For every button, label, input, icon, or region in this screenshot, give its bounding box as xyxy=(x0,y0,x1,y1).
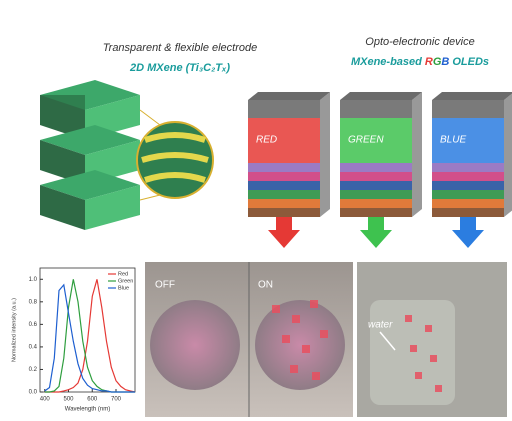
stack-top xyxy=(340,92,422,100)
right-title: Opto-electronic device xyxy=(365,36,474,48)
subtitle-part: MXene-based xyxy=(351,56,422,68)
spectrum-chart: 0.0 0.2 0.4 0.6 0.8 1.0 400 500 600 700Wavelength… xyxy=(11,268,135,413)
stack-layer xyxy=(340,163,412,172)
y-tick-label: 0.4 xyxy=(29,344,38,350)
stack-layer xyxy=(248,208,320,217)
emission-arrow xyxy=(452,217,484,248)
oled-stacks: RED GREEN BLUE xyxy=(248,92,512,248)
stack-electrode xyxy=(248,100,320,118)
graphical-abstract: Transparent & flexible electrode 2D MXen… xyxy=(0,0,512,421)
x-tick-label: 400 xyxy=(40,397,51,403)
stack-layer xyxy=(340,181,412,190)
subtitle-part: OLEDs xyxy=(452,56,489,68)
device-label: GREEN xyxy=(348,135,384,146)
stack-layer xyxy=(248,181,320,190)
y-tick-label: 0.8 xyxy=(29,299,38,305)
stack-layer xyxy=(432,172,504,181)
spectrum-line xyxy=(45,285,135,392)
x-tick-label: 700 xyxy=(111,397,122,403)
stack-layer xyxy=(432,208,504,217)
stack-top xyxy=(248,92,330,100)
left-title: Transparent & flexible electrode xyxy=(103,42,258,54)
photo-label: ON xyxy=(258,280,273,291)
x-axis-label: Wavelength (nm) xyxy=(65,407,110,413)
stack-layer xyxy=(432,199,504,208)
device-label: RED xyxy=(256,135,277,146)
stack-electrode xyxy=(340,100,412,118)
stack-layer xyxy=(340,172,412,181)
stack-layer xyxy=(248,199,320,208)
left-subtitle: 2D MXene (Ti₃C₂Tₓ) xyxy=(129,62,230,74)
stack-layer xyxy=(340,199,412,208)
mxene-illustration xyxy=(40,80,213,230)
stack-layer xyxy=(248,163,320,172)
y-tick-label: 0.0 xyxy=(29,390,38,396)
device-label: BLUE xyxy=(440,135,466,146)
legend-label: Red xyxy=(118,271,128,277)
y-axis-label: Normalized intensity (a.u.) xyxy=(11,298,17,362)
stack-layer xyxy=(340,190,412,199)
stack-layer xyxy=(248,172,320,181)
x-tick-label: 600 xyxy=(87,397,98,403)
y-tick-label: 1.0 xyxy=(29,277,38,283)
emission-arrow xyxy=(268,217,300,248)
photo-label: water xyxy=(368,320,393,331)
stack-layer xyxy=(248,190,320,199)
x-tick-label: 500 xyxy=(63,397,74,403)
y-tick-label: 0.2 xyxy=(29,367,38,373)
stack-top xyxy=(432,92,512,100)
stack-layer xyxy=(432,181,504,190)
emission-arrow xyxy=(360,217,392,248)
legend-label: Green xyxy=(118,278,133,284)
subtitle-part: R xyxy=(425,56,433,68)
y-tick-label: 0.6 xyxy=(29,322,38,328)
subtitle-part: B xyxy=(441,56,449,68)
stack-side xyxy=(412,92,422,217)
stack-side xyxy=(320,92,330,217)
stack-layer xyxy=(432,163,504,172)
legend-label: Blue xyxy=(118,285,129,291)
stack-side xyxy=(504,92,512,217)
stack-layer xyxy=(340,208,412,217)
stack-layer xyxy=(432,190,504,199)
photos: OFF ON water xyxy=(145,262,507,417)
stack-electrode xyxy=(432,100,504,118)
photo-label: OFF xyxy=(155,280,175,291)
